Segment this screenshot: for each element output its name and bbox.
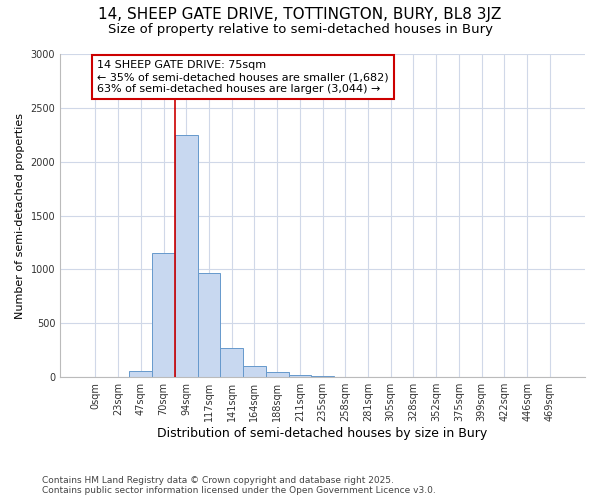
Text: 14 SHEEP GATE DRIVE: 75sqm
← 35% of semi-detached houses are smaller (1,682)
63%: 14 SHEEP GATE DRIVE: 75sqm ← 35% of semi… (97, 60, 389, 94)
Bar (175, 135, 197, 377)
Bar (311, 376, 334, 377)
Bar (289, 375, 311, 377)
Bar (243, 366, 266, 377)
Y-axis label: Number of semi-detached properties: Number of semi-detached properties (15, 112, 25, 318)
X-axis label: Distribution of semi-detached houses by size in Bury: Distribution of semi-detached houses by … (157, 427, 488, 440)
Text: 14, SHEEP GATE DRIVE, TOTTINGTON, BURY, BL8 3JZ: 14, SHEEP GATE DRIVE, TOTTINGTON, BURY, … (98, 8, 502, 22)
Text: Contains HM Land Registry data © Crown copyright and database right 2025.
Contai: Contains HM Land Registry data © Crown c… (42, 476, 436, 495)
Bar (266, 372, 289, 377)
Bar (130, 370, 152, 377)
Text: Size of property relative to semi-detached houses in Bury: Size of property relative to semi-detach… (107, 22, 493, 36)
Bar (220, 348, 243, 377)
Bar (334, 376, 356, 377)
Bar (356, 376, 379, 377)
Bar (197, 272, 220, 377)
Bar (152, 254, 175, 377)
